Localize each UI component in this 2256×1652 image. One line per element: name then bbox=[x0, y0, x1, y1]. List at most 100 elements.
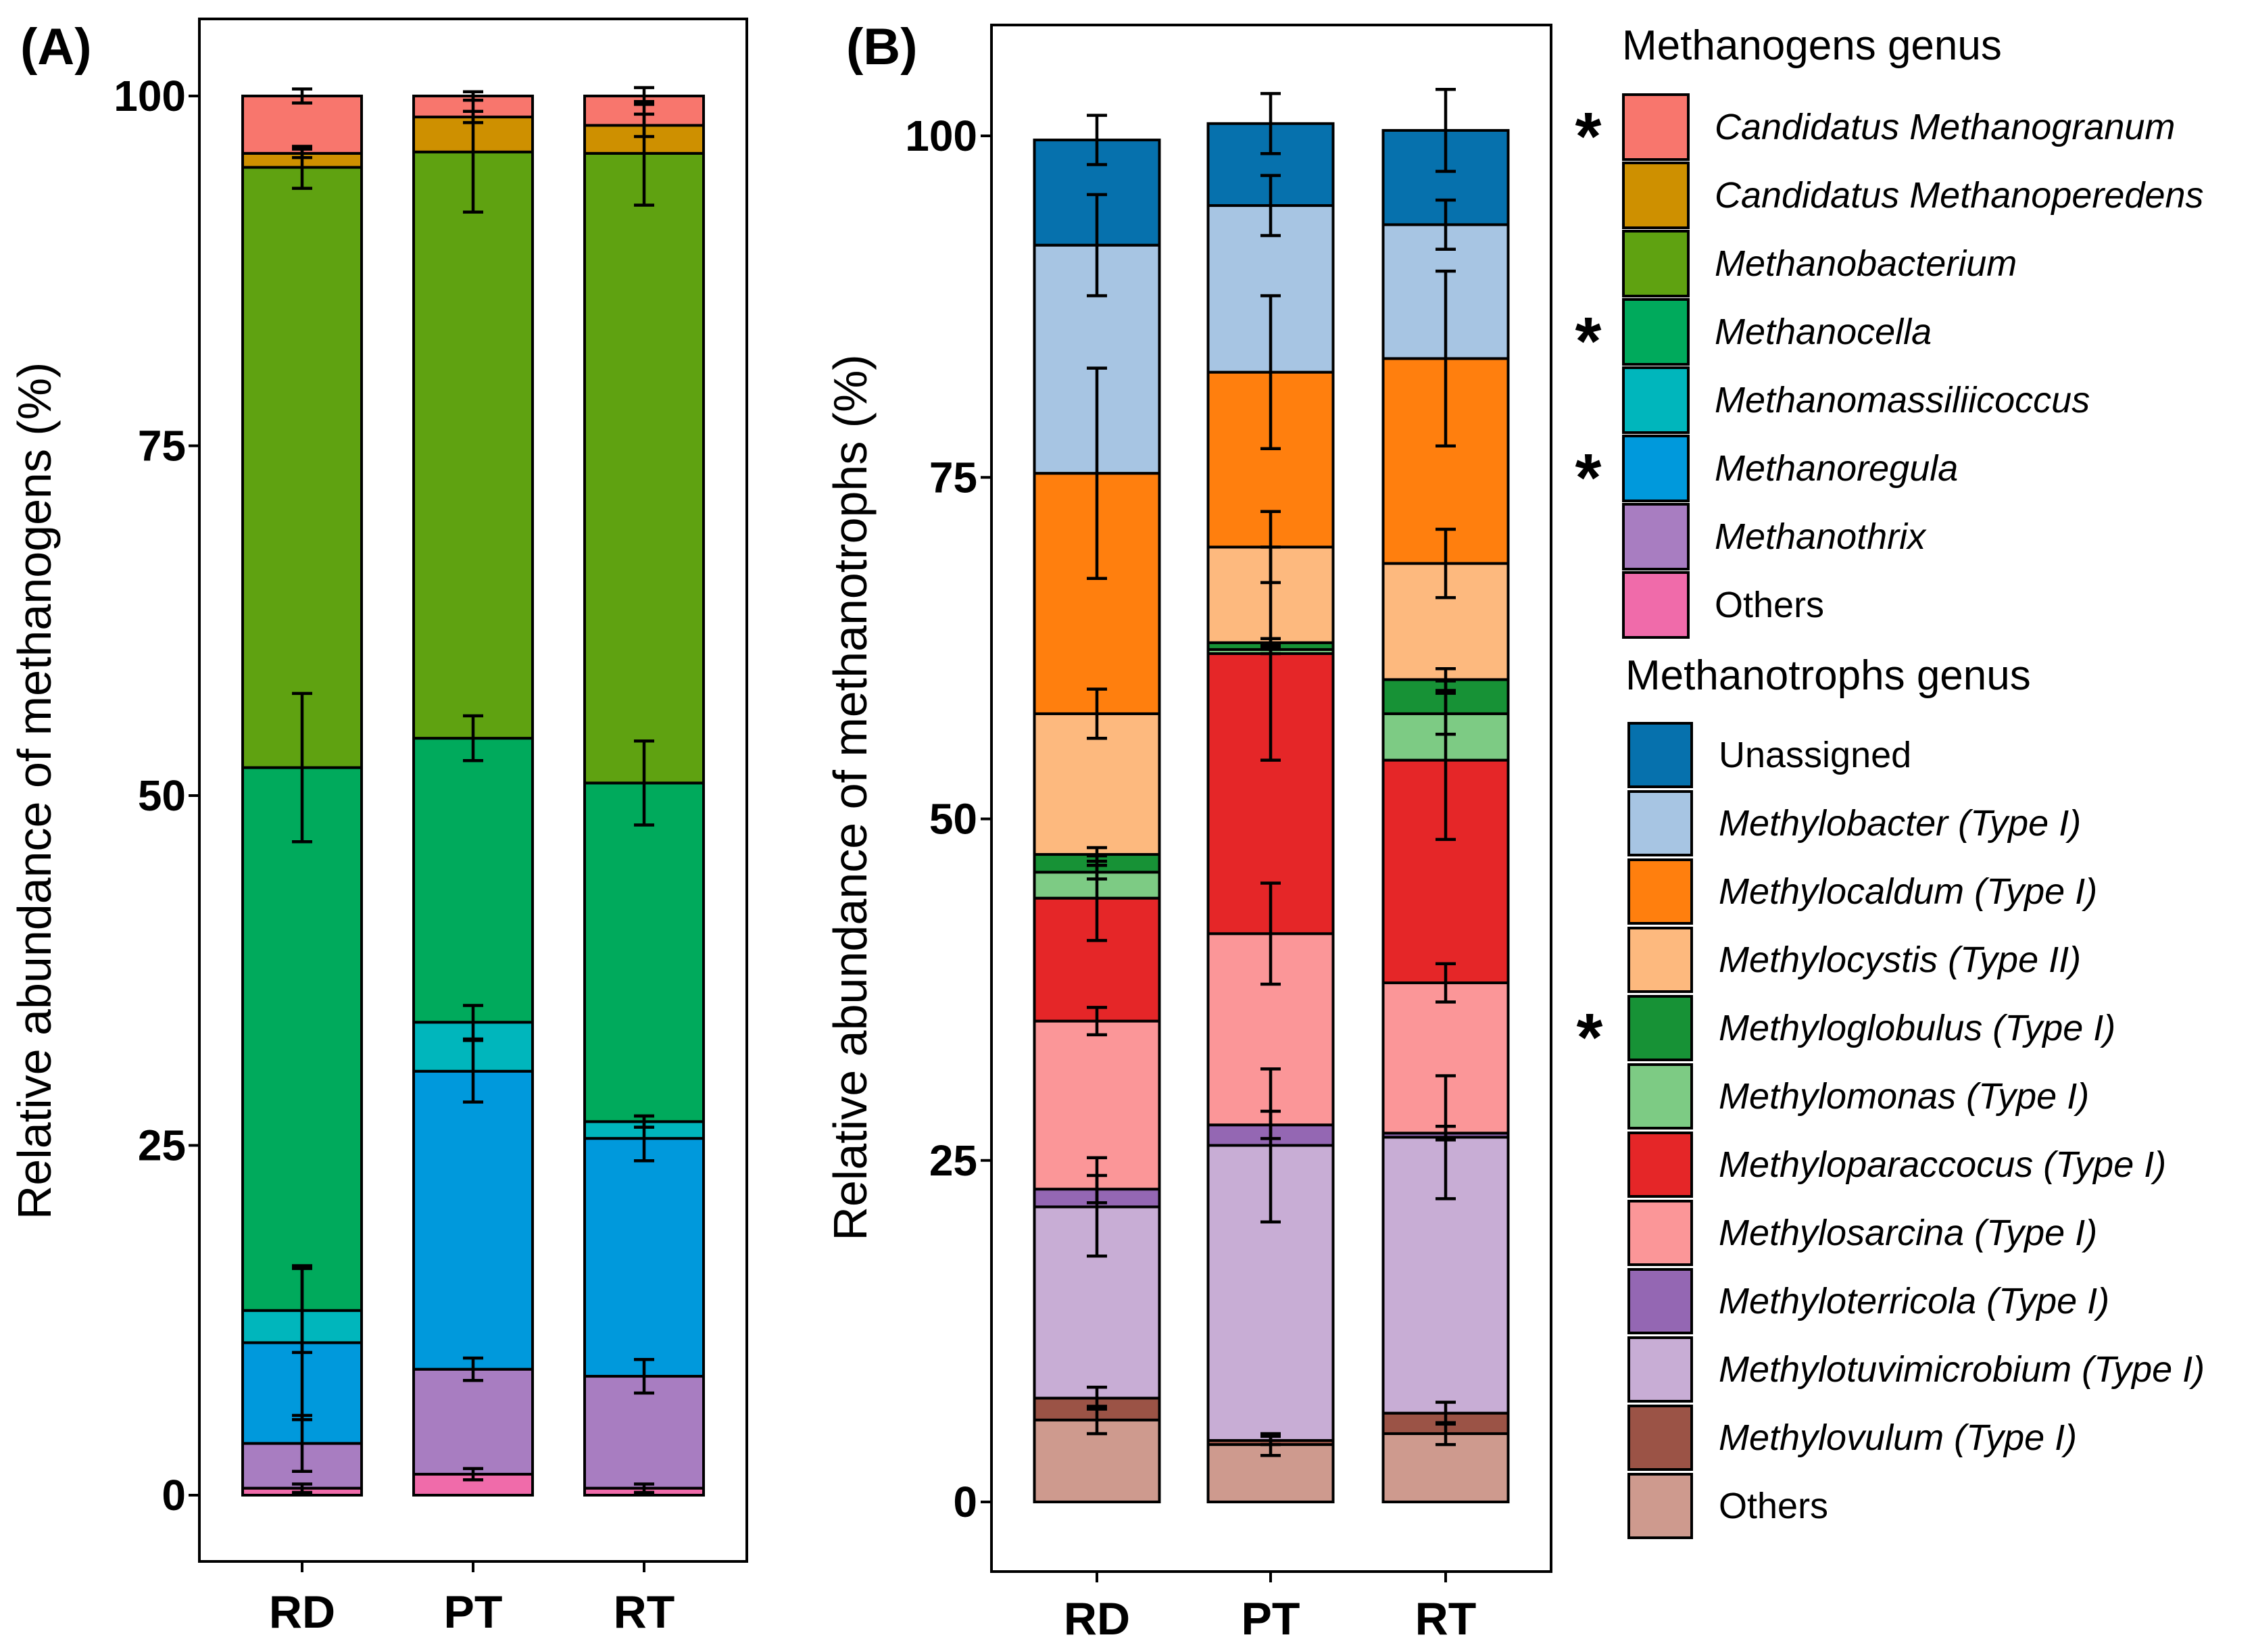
legend-label: Methanomassiliicoccus bbox=[1715, 380, 2090, 420]
x-tick-label: RD bbox=[1064, 1593, 1130, 1645]
y-axis-title: Relative abundance of methanotrophs (%) bbox=[824, 354, 877, 1240]
error-bar-methylocystis-type-ii-rd bbox=[1087, 687, 1107, 740]
bar-stack-rd bbox=[1033, 114, 1161, 1503]
error-bar-unassigned-pt bbox=[1260, 92, 1281, 155]
legend-b: Methanotrophs genus Unassigned Methylobact… bbox=[1577, 652, 2205, 1539]
bar-segment-methanothrix-rt bbox=[583, 1375, 705, 1490]
legend-label: Methylobacter (Type I) bbox=[1719, 803, 2081, 844]
panel-label: (B) bbox=[846, 18, 918, 76]
x-tick-label: RT bbox=[614, 1586, 675, 1638]
error-bar-others-rt bbox=[634, 1482, 654, 1495]
error-bar-candidatus-methanoperedens-rt bbox=[634, 112, 654, 139]
legend-label: Methanoregula bbox=[1715, 448, 1958, 489]
error-bar-methylovulum-type-i-rt bbox=[1436, 1401, 1456, 1426]
error-bar-others-rd bbox=[292, 1482, 312, 1495]
error-bar-methylotuvimicrobium-type-i-pt bbox=[1260, 1067, 1281, 1223]
error-bar-candidatus-methanoperedens-rd bbox=[292, 147, 312, 160]
legend-title: Methanogens genus bbox=[1622, 22, 2002, 69]
legend-swatch bbox=[1627, 927, 1693, 993]
legend-item-methylobacter-type-i: Methylobacter (Type I) bbox=[1627, 790, 2081, 856]
bar-segment-others-pt bbox=[412, 1472, 534, 1497]
legend-swatch bbox=[1627, 1336, 1693, 1403]
legend-item-methanomassiliicoccus: Methanomassiliicoccus bbox=[1622, 366, 2090, 434]
x-tick-label: PT bbox=[444, 1586, 503, 1638]
legend-label: Methyloparaccocus (Type I) bbox=[1719, 1144, 2166, 1185]
y-tick-label: 75 bbox=[138, 422, 186, 470]
error-bar-unassigned-rt bbox=[1436, 88, 1456, 173]
y-axis-title: Relative abundance of methanogens (%) bbox=[8, 362, 61, 1220]
legend-item-candidatus-methanoperedens: Candidatus Methanoperedens bbox=[1622, 162, 2204, 229]
legend-swatch bbox=[1627, 1132, 1693, 1198]
error-bar-methanocella-pt bbox=[463, 714, 483, 762]
significance-star: * bbox=[1575, 303, 1602, 379]
legend-item-methylocaldum-type-i: Methylocaldum (Type I) bbox=[1627, 858, 2097, 925]
error-bar-methyloterricola-type-i-pt bbox=[1260, 1109, 1281, 1140]
error-bar-candidatus-methanogranum-rd bbox=[292, 87, 312, 105]
significance-star: * bbox=[1575, 440, 1602, 516]
error-bar-methyloterricola-type-i-rt bbox=[1436, 1124, 1456, 1142]
y-tick-label: 100 bbox=[114, 72, 186, 120]
legend-swatch bbox=[1627, 790, 1693, 856]
legend-item-methanoregula: Methanoregula * bbox=[1575, 435, 1958, 516]
error-bar-methanothrix-rt bbox=[634, 1357, 654, 1395]
legend-item-methylomonas-type-i: Methylomonas (Type I) bbox=[1627, 1063, 2089, 1129]
panel-label: (A) bbox=[20, 18, 92, 76]
error-bar-methyloglobulus-type-i-pt bbox=[1260, 637, 1281, 649]
error-bar-methylobacter-type-i-rt bbox=[1436, 198, 1456, 251]
legend-swatch bbox=[1622, 503, 1690, 570]
legend-swatch bbox=[1627, 722, 1693, 788]
bar-segment-methanocella-rd bbox=[241, 766, 363, 1312]
error-bar-methyloglobulus-type-i-rd bbox=[1087, 846, 1107, 863]
legend-item-others: Others bbox=[1622, 571, 1824, 639]
x-tick-label: RD bbox=[269, 1586, 335, 1638]
legend-item-methyloglobulus-type-i: Methyloglobulus (Type I) * bbox=[1577, 995, 2115, 1075]
error-bar-methylovulum-type-i-pt bbox=[1260, 1434, 1281, 1447]
bar-stack-rt bbox=[1381, 88, 1510, 1503]
bar-segment-methanobacterium-pt bbox=[412, 150, 534, 740]
bar-stack-rt bbox=[583, 86, 705, 1497]
legend-item-methylovulum-type-i: Methylovulum (Type I) bbox=[1627, 1405, 2077, 1471]
error-bar-methanocella-rt bbox=[634, 739, 654, 827]
legend-item-candidatus-methanogranum: Candidatus Methanogranum * bbox=[1575, 93, 2175, 174]
error-bar-methylomonas-type-i-rd bbox=[1087, 863, 1107, 881]
legend-label: Methylomonas (Type I) bbox=[1719, 1076, 2089, 1117]
bar-stack-rd bbox=[241, 87, 363, 1497]
legend-label: Methylocystis (Type II) bbox=[1719, 940, 2081, 980]
legend-swatch bbox=[1627, 858, 1693, 925]
legend-swatch bbox=[1627, 1063, 1693, 1129]
error-bar-methylocystis-type-ii-rt bbox=[1436, 527, 1456, 600]
legend-a: Methanogens genus Candidatus Methanogranu… bbox=[1575, 22, 2204, 639]
legend-swatch bbox=[1627, 1200, 1693, 1266]
error-bar-methanomassiliicoccus-rd bbox=[292, 1267, 312, 1355]
legend-label: Methylosarcina (Type I) bbox=[1719, 1213, 2097, 1253]
legend-item-methylotuvimicrobium-type-i: Methylotuvimicrobium (Type I) bbox=[1627, 1336, 2205, 1403]
legend-swatch bbox=[1627, 1405, 1693, 1471]
error-bar-others-pt bbox=[463, 1467, 483, 1482]
x-tick-label: RT bbox=[1415, 1593, 1477, 1645]
bar-segment-methanobacterium-rd bbox=[241, 166, 363, 769]
error-bar-methanothrix-pt bbox=[463, 1356, 483, 1382]
legend-item-methylocystis-type-ii: Methylocystis (Type II) bbox=[1627, 927, 2081, 993]
error-bar-methanocella-rd bbox=[292, 691, 312, 844]
error-bar-candidatus-methanogranum-pt bbox=[463, 90, 483, 102]
y-tick-label: 50 bbox=[929, 795, 977, 844]
bar-segment-methanoregula-rt bbox=[583, 1137, 705, 1378]
legend-label: Candidatus Methanogranum bbox=[1715, 107, 2175, 147]
y-tick-label: 50 bbox=[138, 771, 186, 820]
legend-label: Methylotuvimicrobium (Type I) bbox=[1719, 1349, 2205, 1390]
error-bar-methylosarcina-type-i-rt bbox=[1436, 962, 1456, 1004]
legend-swatch bbox=[1622, 435, 1690, 502]
significance-star: * bbox=[1575, 99, 1602, 174]
legend-item-methyloparaccocus-type-i: Methyloparaccocus (Type I) bbox=[1627, 1132, 2166, 1198]
legend-swatch bbox=[1627, 1473, 1693, 1539]
bar-stack-pt bbox=[1206, 92, 1335, 1503]
legend-swatch bbox=[1627, 995, 1693, 1061]
legend-item-methylosarcina-type-i: Methylosarcina (Type I) bbox=[1627, 1200, 2097, 1266]
legend-swatch bbox=[1622, 230, 1690, 297]
y-tick-label: 25 bbox=[929, 1136, 977, 1185]
error-bar-methylobacter-type-i-pt bbox=[1260, 174, 1281, 237]
bar-segment-methanobacterium-rt bbox=[583, 151, 705, 785]
legend-label: Methyloglobulus (Type I) bbox=[1719, 1008, 2115, 1048]
legend-title: Methanotrophs genus bbox=[1625, 652, 2031, 699]
